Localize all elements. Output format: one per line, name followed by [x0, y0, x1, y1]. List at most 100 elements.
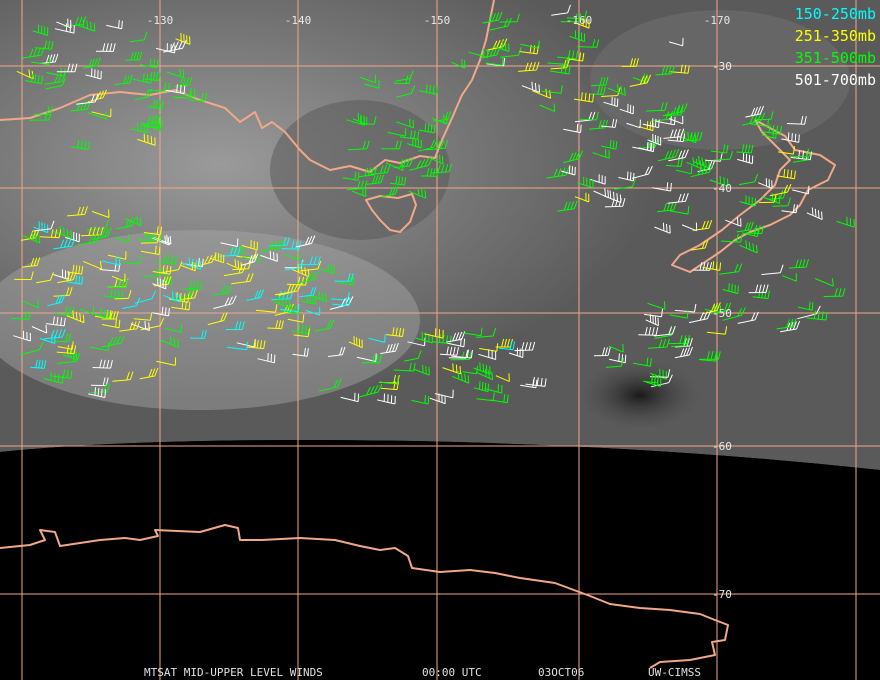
wind-barb: [227, 341, 249, 351]
wind-barb: [736, 144, 754, 154]
wind-barb: [430, 163, 452, 174]
wind-barb: [189, 330, 207, 339]
wind-barb: [645, 314, 659, 327]
wind-barb: [107, 279, 129, 289]
wind-barb: [574, 192, 590, 203]
wind-barb: [650, 374, 673, 388]
wind-barb: [54, 23, 75, 34]
wind-barb: [89, 342, 110, 351]
wind-barb: [424, 328, 444, 339]
wind-barb: [280, 304, 300, 315]
wind-barb: [364, 80, 380, 89]
legend-entry: 251-350mb: [795, 27, 876, 45]
wind-barb: [476, 368, 494, 381]
wind-barb: [88, 111, 107, 120]
wind-barb: [64, 16, 87, 27]
wind-barb: [468, 48, 489, 58]
wind-barb: [573, 92, 594, 103]
wind-barb: [744, 225, 765, 234]
wind-barb: [140, 234, 160, 244]
wind-barb: [722, 283, 739, 295]
wind-barb: [668, 115, 684, 125]
wind-barb: [608, 353, 627, 364]
wind-barb: [484, 384, 503, 394]
wind-barb: [645, 102, 668, 112]
wind-barb: [675, 337, 693, 348]
wind-barb: [293, 328, 310, 338]
wind-barb: [719, 263, 743, 275]
wind-barb: [166, 68, 185, 79]
wind-barb: [284, 252, 300, 261]
wind-barb: [713, 151, 733, 161]
wind-barb: [725, 217, 742, 227]
wind-barb: [124, 216, 142, 227]
longitude-label: -150: [424, 14, 451, 27]
wind-barb: [66, 264, 84, 275]
wind-barb: [188, 92, 208, 102]
wind-barb: [348, 336, 363, 349]
wind-barb: [376, 393, 396, 405]
wind-barb: [241, 240, 258, 251]
wind-barb: [359, 116, 377, 125]
wind-barb: [562, 150, 584, 164]
wind-barb: [633, 357, 652, 367]
wind-barb: [657, 148, 680, 162]
wind-barb: [62, 348, 77, 361]
wind-barb: [240, 253, 259, 266]
wind-barb: [292, 264, 310, 278]
wind-barb: [65, 231, 80, 243]
wind-barb: [260, 250, 278, 262]
wind-barb: [670, 64, 690, 74]
wind-barb: [806, 207, 823, 221]
wind-barbs: [10, 4, 855, 405]
wind-barb: [780, 320, 801, 333]
wind-barb: [101, 335, 125, 348]
wind-barb: [476, 327, 497, 338]
time: 00:00 UTC: [422, 666, 482, 679]
wind-barb: [520, 379, 538, 389]
wind-barb: [101, 256, 121, 266]
wind-barb: [236, 250, 257, 259]
wind-barb: [287, 314, 305, 323]
wind-barb: [767, 189, 787, 200]
wind-barb: [478, 349, 497, 360]
wind-barb: [431, 334, 452, 345]
wind-barb: [591, 76, 609, 87]
wind-barb: [92, 227, 112, 241]
wind-barb: [125, 51, 143, 61]
wind-barb: [601, 87, 621, 97]
wind-barb: [80, 226, 104, 237]
wind-barb: [57, 341, 74, 350]
wind-barb: [57, 271, 77, 284]
wind-barb: [706, 326, 728, 335]
wind-barb: [380, 342, 399, 354]
wind-barb: [143, 226, 163, 236]
wind-barb: [22, 232, 41, 244]
wind-barb: [776, 168, 796, 180]
wind-barb: [490, 394, 509, 404]
wind-barb: [368, 334, 386, 343]
wind-barb: [541, 85, 563, 94]
date: 03OCT06: [538, 666, 584, 679]
wind-barb: [141, 114, 161, 126]
wind-barb: [690, 239, 709, 251]
wind-barb: [130, 122, 149, 134]
wind-barb: [748, 284, 769, 294]
wind-barb: [569, 30, 586, 42]
wind-barb: [710, 144, 729, 154]
wind-barb: [607, 84, 626, 96]
wind-barb: [560, 13, 582, 23]
wind-barb: [433, 111, 452, 122]
wind-barb: [92, 359, 113, 369]
wind-barb: [267, 320, 284, 330]
wind-barb: [442, 363, 461, 375]
wind-barb: [22, 299, 39, 309]
wind-barb: [22, 47, 45, 59]
wind-barb: [152, 306, 170, 317]
wind-barb: [21, 257, 41, 268]
wind-barb: [183, 280, 203, 290]
antarctica-coast: [0, 524, 729, 669]
wind-barb: [789, 148, 810, 158]
wind-barb: [589, 174, 606, 185]
wind-barb: [133, 312, 153, 321]
